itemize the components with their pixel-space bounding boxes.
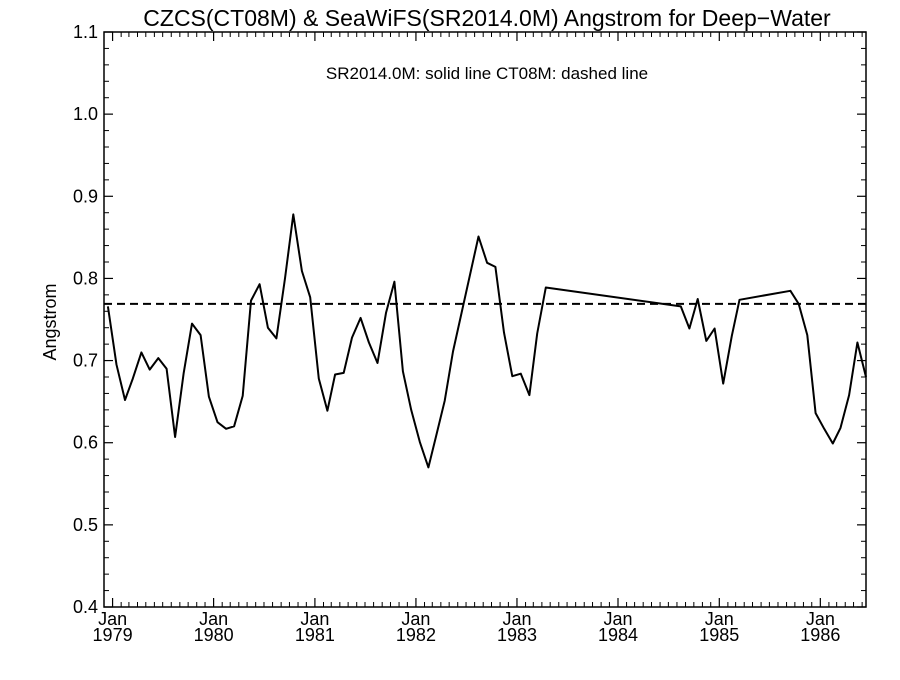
y-tick-label: 0.6 <box>73 433 98 453</box>
chart-title: CZCS(CT08M) & SeaWiFS(SR2014.0M) Angstro… <box>143 5 831 31</box>
x-tick-month-label: Jan <box>300 609 329 629</box>
axis-tick-labels: 0.40.50.60.70.80.91.01.1Jan1979Jan1980Ja… <box>73 22 840 645</box>
y-tick-label: 0.7 <box>73 351 98 371</box>
series-sr2014-0m-line <box>106 213 867 469</box>
x-tick-month-label: Jan <box>98 609 127 629</box>
y-tick-label: 0.8 <box>73 268 98 288</box>
x-tick-month-label: Jan <box>705 609 734 629</box>
x-tick-year-label: 1980 <box>194 625 234 645</box>
x-tick-month-label: Jan <box>502 609 531 629</box>
x-tick-year-label: 1981 <box>295 625 335 645</box>
y-tick-label: 1.0 <box>73 104 98 124</box>
plot-frame <box>103 31 867 608</box>
y-tick-label: 0.9 <box>73 186 98 206</box>
series-layer <box>104 213 867 469</box>
x-tick-month-label: Jan <box>806 609 835 629</box>
x-tick-year-label: 1982 <box>396 625 436 645</box>
axis-ticks <box>104 31 866 608</box>
x-tick-month-label: Jan <box>199 609 228 629</box>
x-tick-year-label: 1979 <box>93 625 133 645</box>
y-axis-label: Angstrom <box>40 283 60 360</box>
chart-subtitle: SR2014.0M: solid line CT08M: dashed line <box>326 64 648 83</box>
x-tick-year-label: 1984 <box>598 625 638 645</box>
y-tick-label: 1.1 <box>73 22 98 42</box>
y-tick-label: 0.4 <box>73 597 98 617</box>
x-tick-year-label: 1985 <box>699 625 739 645</box>
x-tick-year-label: 1986 <box>800 625 840 645</box>
y-tick-label: 0.5 <box>73 515 98 535</box>
x-tick-month-label: Jan <box>401 609 430 629</box>
x-tick-month-label: Jan <box>603 609 632 629</box>
x-tick-year-label: 1983 <box>497 625 537 645</box>
